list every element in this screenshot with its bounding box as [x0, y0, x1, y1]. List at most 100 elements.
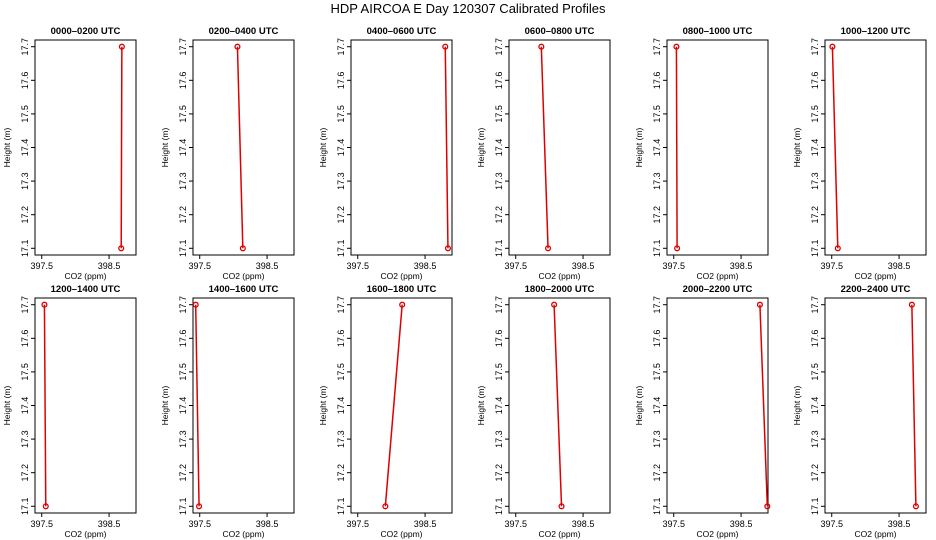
y-tick-label: 17.2 [810, 206, 820, 224]
y-tick-label: 17.3 [652, 172, 662, 190]
y-tick-label: 17.1 [178, 240, 188, 258]
y-tick-label: 17.6 [178, 72, 188, 90]
x-tick-label: 398.5 [888, 519, 911, 529]
y-tick-label: 17.6 [652, 330, 662, 348]
profile-point [118, 43, 125, 50]
y-tick-label: 17.7 [178, 296, 188, 314]
panel-title: 1000–1200 UTC [841, 26, 911, 37]
x-tick-label: 398.5 [888, 261, 911, 271]
panel-title: 2000–2200 UTC [683, 284, 753, 295]
profile-point [834, 245, 841, 252]
x-tick-label: 397.5 [662, 261, 685, 271]
y-tick-label: 17.5 [494, 363, 504, 381]
plot-frame [824, 297, 927, 514]
y-tick-label: 17.3 [652, 430, 662, 448]
y-tick-label: 17.2 [652, 206, 662, 224]
x-tick-label: 397.5 [188, 519, 211, 529]
y-tick-label: 17.4 [810, 397, 820, 415]
x-axis-label: CO2 (ppm) [64, 271, 106, 281]
y-tick-label: 17.3 [336, 172, 346, 190]
profile-line [194, 304, 200, 507]
plot-frame [350, 297, 453, 514]
panel-title: 0800–1000 UTC [683, 26, 753, 37]
profile-point [442, 43, 449, 50]
y-tick-label: 17.3 [336, 430, 346, 448]
x-axis-label: CO2 (ppm) [380, 529, 422, 539]
profile-line [831, 46, 839, 249]
y-tick-label: 17.2 [20, 206, 30, 224]
y-tick-label: 17.6 [494, 330, 504, 348]
x-tick-label: 398.5 [730, 519, 753, 529]
y-tick-label: 17.3 [178, 430, 188, 448]
y-tick-label: 17.5 [810, 363, 820, 381]
profile-point [444, 245, 452, 252]
profile-line [540, 46, 549, 249]
y-tick-label: 17.2 [178, 464, 188, 482]
x-axis-label: CO2 (ppm) [696, 271, 738, 281]
panel-title: 1200–1400 UTC [51, 284, 121, 295]
y-tick-label: 17.6 [178, 330, 188, 348]
plot-frame [666, 297, 769, 514]
plot-frame [666, 39, 769, 256]
profile-point [41, 301, 48, 308]
y-tick-label: 17.4 [178, 397, 188, 415]
y-tick-label: 17.5 [20, 363, 30, 381]
plot-frame [34, 297, 137, 514]
figure-title: HDP AIRCOA E Day 120307 Calibrated Profi… [330, 1, 606, 16]
x-tick-label: 398.5 [572, 261, 595, 271]
y-axis-label: Height (m) [476, 386, 486, 426]
x-axis-label: CO2 (ppm) [854, 529, 896, 539]
x-axis-label: CO2 (ppm) [222, 271, 264, 281]
profile-point [551, 301, 558, 308]
y-tick-label: 17.4 [494, 397, 504, 415]
y-tick-label: 17.5 [652, 363, 662, 381]
profile-point [674, 245, 681, 252]
y-tick-label: 17.5 [20, 105, 30, 123]
y-tick-label: 17.7 [810, 296, 820, 314]
y-tick-label: 17.6 [20, 330, 30, 348]
x-tick-label: 398.5 [256, 519, 279, 529]
y-axis-label: Height (m) [634, 128, 644, 168]
x-axis-label: CO2 (ppm) [222, 529, 264, 539]
y-axis-label: Height (m) [792, 128, 802, 168]
x-tick-label: 397.5 [30, 261, 53, 271]
x-tick-label: 398.5 [572, 519, 595, 529]
y-tick-label: 17.1 [20, 240, 30, 258]
y-axis-label: Height (m) [160, 128, 170, 168]
x-tick-label: 397.5 [188, 261, 211, 271]
y-tick-label: 17.4 [810, 139, 820, 157]
y-tick-label: 17.3 [178, 172, 188, 190]
x-axis-label: CO2 (ppm) [64, 529, 106, 539]
y-axis-label: Height (m) [318, 386, 328, 426]
y-tick-label: 17.7 [494, 296, 504, 314]
profile-line [384, 304, 403, 507]
panel-title: 1800–2000 UTC [525, 284, 595, 295]
panel-title: 0200–0400 UTC [209, 26, 279, 37]
panel-title: 0400–0600 UTC [367, 26, 437, 37]
x-axis-label: CO2 (ppm) [696, 529, 738, 539]
y-tick-label: 17.1 [810, 498, 820, 516]
x-tick-label: 397.5 [346, 519, 369, 529]
x-tick-label: 398.5 [256, 261, 279, 271]
y-tick-label: 17.5 [652, 105, 662, 123]
y-tick-label: 17.6 [20, 72, 30, 90]
profile-point [673, 43, 680, 50]
x-tick-label: 397.5 [504, 261, 527, 271]
y-tick-label: 17.4 [336, 139, 346, 157]
x-tick-label: 398.5 [730, 261, 753, 271]
x-axis-label: CO2 (ppm) [538, 529, 580, 539]
profile-point [399, 301, 406, 308]
y-tick-label: 17.7 [20, 296, 30, 314]
x-tick-label: 397.5 [820, 261, 843, 271]
y-axis-label: Height (m) [2, 386, 12, 426]
profile-point [239, 245, 246, 252]
x-tick-label: 398.5 [414, 261, 437, 271]
x-axis-label: CO2 (ppm) [538, 271, 580, 281]
profile-point [382, 503, 389, 510]
y-tick-label: 17.1 [652, 240, 662, 258]
profile-point [538, 43, 545, 50]
x-axis-label: CO2 (ppm) [854, 271, 896, 281]
y-tick-label: 17.6 [810, 72, 820, 90]
y-axis-label: Height (m) [2, 128, 12, 168]
